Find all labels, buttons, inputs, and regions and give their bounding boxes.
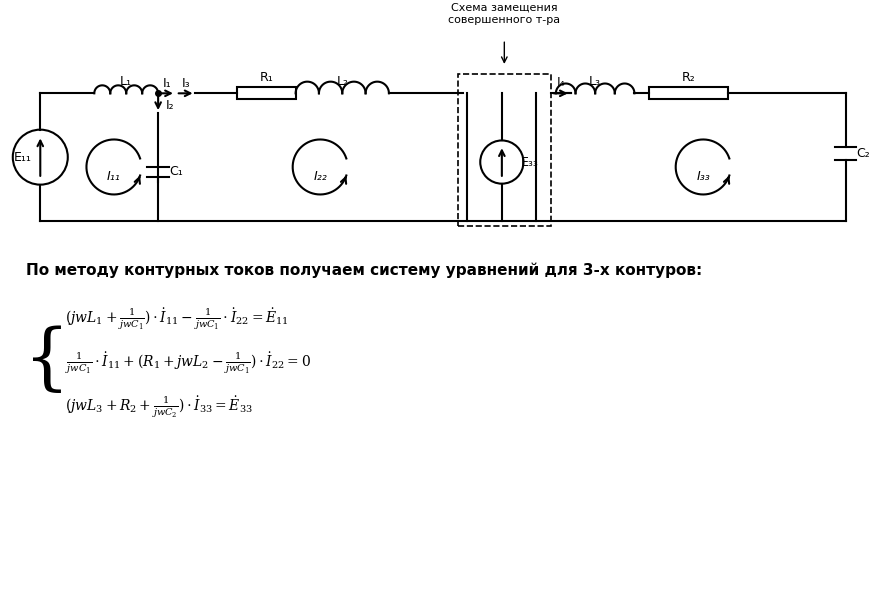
Text: По методу контурных токов получаем систему уравнений для 3-х контуров:: По методу контурных токов получаем систе… — [26, 262, 702, 278]
Text: L₃: L₃ — [589, 75, 601, 88]
Bar — [457, 74, 551, 226]
Text: Схема замещения
совершенного т-ра: Схема замещения совершенного т-ра — [449, 3, 561, 25]
Text: E₃₃: E₃₃ — [521, 156, 538, 169]
Text: $(jwL_3+R_2+\frac{1}{jwC_2})\cdot\dot{I}_{33}=\dot{E}_{33}$: $(jwL_3+R_2+\frac{1}{jwC_2})\cdot\dot{I}… — [65, 394, 253, 420]
Text: I₁₁: I₁₁ — [107, 170, 121, 183]
Text: I₂₂: I₂₂ — [313, 170, 327, 183]
Text: I₁: I₁ — [163, 77, 171, 90]
Text: $(jwL_1+\frac{1}{jwC_1})\cdot\dot{I}_{11}-\frac{1}{jwC_1}\cdot\dot{I}_{22}=\dot{: $(jwL_1+\frac{1}{jwC_1})\cdot\dot{I}_{11… — [65, 306, 288, 332]
Text: I₃₃: I₃₃ — [696, 170, 710, 183]
Text: L₂: L₂ — [336, 75, 348, 88]
Text: C₂: C₂ — [856, 147, 870, 160]
Text: R₂: R₂ — [682, 71, 695, 84]
Text: L₁: L₁ — [120, 75, 133, 88]
Text: R₁: R₁ — [259, 71, 273, 84]
Text: I₂: I₂ — [166, 98, 174, 112]
Text: E₁₁: E₁₁ — [13, 150, 31, 164]
Text: $\frac{1}{jwC_1}\cdot\dot{I}_{11}+(R_1+jwL_2-\frac{1}{jwC_1})\cdot\dot{I}_{22}=0: $\frac{1}{jwC_1}\cdot\dot{I}_{11}+(R_1+j… — [65, 350, 311, 376]
Bar — [649, 88, 728, 99]
Text: {: { — [24, 326, 70, 396]
Text: I₃: I₃ — [182, 77, 190, 90]
Text: I₄: I₄ — [556, 76, 565, 89]
Bar — [237, 88, 295, 99]
Text: C₁: C₁ — [169, 165, 182, 178]
